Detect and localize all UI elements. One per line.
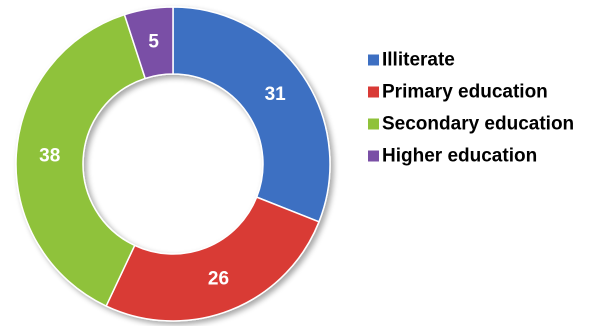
slice-secondary-education: [15, 13, 147, 308]
legend-swatch-illiterate: [368, 54, 379, 66]
slice-labels: 31 26 38 5: [39, 32, 286, 290]
legend-label-primary-education: Primary education: [382, 82, 548, 103]
data-label-secondary-education: 38: [39, 146, 60, 167]
legend-swatch-secondary-education: [368, 118, 379, 130]
legend-swatch-primary-education: [368, 86, 379, 98]
legend-label-higher-education: Higher education: [382, 146, 537, 167]
data-label-higher-education: 5: [148, 32, 159, 53]
donut-slices: [15, 6, 331, 322]
slice-higher-education: [123, 6, 174, 80]
legend: Illiterate Primary education Secondary edu…: [368, 50, 574, 167]
data-label-illiterate: 31: [265, 84, 287, 105]
slice-illiterate: [172, 6, 331, 223]
data-label-primary-education: 26: [208, 268, 229, 289]
slice-primary-education: [105, 196, 320, 322]
legend-label-secondary-education: Secondary education: [382, 114, 574, 135]
legend-label-illiterate: Illiterate: [382, 50, 455, 71]
legend-swatch-higher-education: [368, 150, 379, 162]
